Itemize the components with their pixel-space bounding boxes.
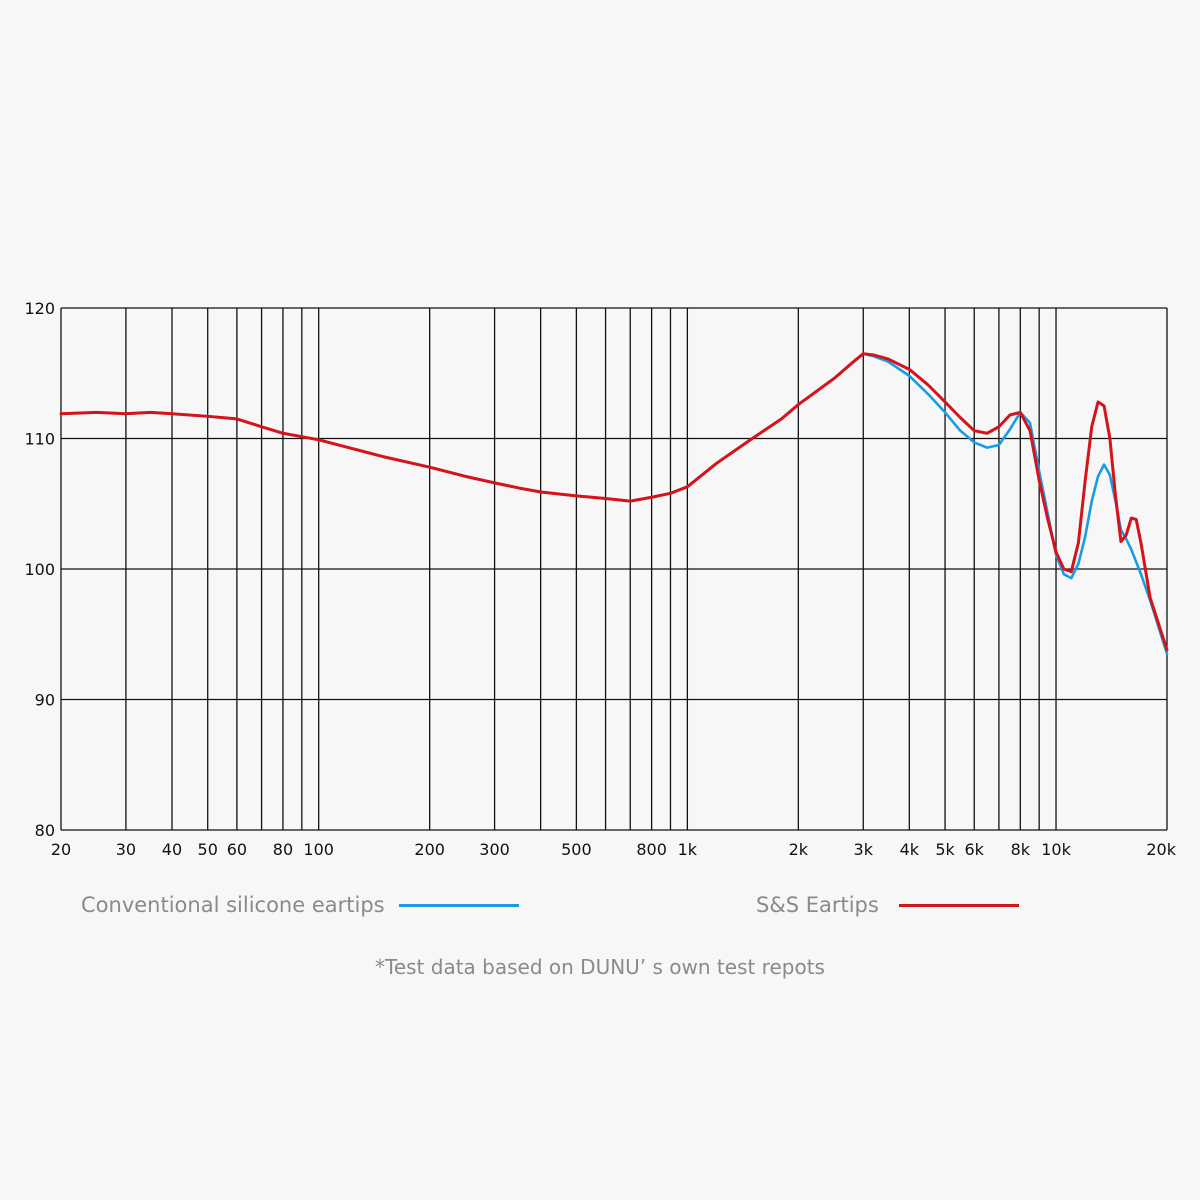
footnote: *Test data based on DUNU’ s own test rep…	[375, 955, 825, 979]
x-tick-label-100: 100	[303, 840, 334, 859]
x-tick-label-200: 200	[414, 840, 445, 859]
y-tick-label-80: 80	[35, 821, 55, 840]
series-line-ss	[59, 352, 1169, 652]
y-tick-label-100: 100	[24, 560, 55, 579]
x-tick-label-20k: 20k	[1146, 840, 1176, 859]
y-tick-label-110: 110	[24, 430, 55, 449]
series-lines	[59, 352, 1169, 656]
x-tick-label-3k: 3k	[854, 840, 874, 859]
legend-entry-ss: S&S Eartips	[756, 890, 1019, 920]
x-tick-label-80: 80	[273, 840, 293, 859]
legend-label-conventional: Conventional silicone eartips	[81, 893, 385, 917]
legend-swatch-ss	[898, 903, 1019, 907]
y-tick-label-120: 120	[24, 299, 55, 318]
x-tick-label-6k: 6k	[965, 840, 985, 859]
x-tick-label-60: 60	[227, 840, 247, 859]
y-axis-tick-labels: 80 90 100 110 120	[24, 299, 55, 840]
x-tick-label-500: 500	[561, 840, 592, 859]
x-tick-label-50: 50	[198, 840, 218, 859]
x-axis-tick-labels: 20 30 40 50 60 80 100 200 300 500 800 1k 2k 3k 4k 5k 6k 8…	[51, 840, 1177, 859]
frequency-response-chart: 20 30 40 50 60 80 100 200 300 500 800 1k 2k 3k 4k 5k 6k 8…	[24, 299, 1177, 859]
x-tick-label-30: 30	[116, 840, 136, 859]
x-tick-label-20: 20	[51, 840, 71, 859]
x-tick-label-5k: 5k	[935, 840, 955, 859]
x-tick-label-8k: 8k	[1011, 840, 1031, 859]
x-tick-label-800: 800	[636, 840, 667, 859]
x-tick-label-40: 40	[162, 840, 182, 859]
x-tick-label-4k: 4k	[900, 840, 920, 859]
legend-label-ss: S&S Eartips	[756, 893, 879, 917]
legend-swatch-conventional	[398, 903, 519, 907]
x-tick-label-1k: 1k	[678, 840, 698, 859]
series-line-conventional	[59, 352, 1169, 656]
y-tick-label-90: 90	[35, 691, 55, 710]
legend-entry-conventional: Conventional silicone eartips	[81, 890, 519, 920]
x-tick-label-300: 300	[479, 840, 510, 859]
chart-grid	[60, 307, 1168, 831]
x-tick-label-2k: 2k	[789, 840, 809, 859]
x-tick-label-10k: 10k	[1041, 840, 1071, 859]
